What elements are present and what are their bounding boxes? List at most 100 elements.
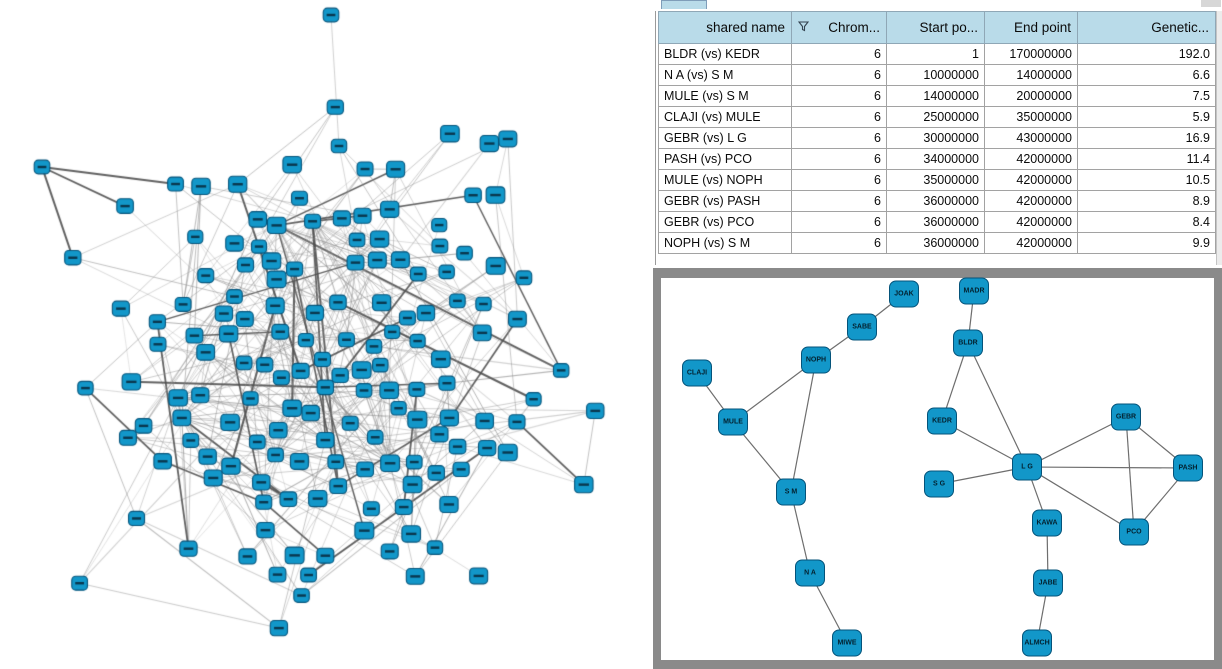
node-pco[interactable]: PCO: [1119, 518, 1149, 546]
edge-L-G-PCO[interactable]: [1026, 466, 1135, 533]
column-header-chromosome[interactable]: Chrom...: [791, 11, 887, 44]
column-header-start-point[interactable]: Start po...: [886, 11, 985, 44]
table-tab-chip[interactable]: [661, 0, 707, 9]
table-row[interactable]: GEBR (vs) L G 6 30000000 43000000 16.9: [658, 127, 1216, 149]
edge-GEBR-PCO[interactable]: [1125, 416, 1135, 533]
table-row[interactable]: PASH (vs) PCO 6 34000000 42000000 11.4: [658, 148, 1216, 170]
table-top-strip: [655, 0, 1222, 11]
cell-shared-name[interactable]: MULE (vs) NOPH: [658, 169, 792, 191]
cell-end-point[interactable]: 35000000: [984, 106, 1078, 128]
node-noph[interactable]: NOPH: [801, 346, 831, 374]
cell-chromosome[interactable]: 6: [791, 190, 887, 212]
cell-genetic-distance[interactable]: 8.4: [1077, 211, 1216, 233]
cell-start-point[interactable]: 36000000: [886, 211, 985, 233]
edge-L-G-PASH[interactable]: [1026, 466, 1189, 469]
column-header-end-point[interactable]: End point: [984, 11, 1078, 44]
cell-chromosome[interactable]: 6: [791, 169, 887, 191]
table-row[interactable]: NOPH (vs) S M 6 36000000 42000000 9.9: [658, 232, 1216, 254]
cell-end-point[interactable]: 170000000: [984, 43, 1078, 65]
cell-shared-name[interactable]: GEBR (vs) PCO: [658, 211, 792, 233]
cell-chromosome[interactable]: 6: [791, 232, 887, 254]
cell-end-point[interactable]: 42000000: [984, 190, 1078, 212]
table-row[interactable]: CLAJI (vs) MULE 6 25000000 35000000 5.9: [658, 106, 1216, 128]
column-label: Chrom...: [828, 20, 880, 35]
cell-chromosome[interactable]: 6: [791, 43, 887, 65]
cell-chromosome[interactable]: 6: [791, 148, 887, 170]
cell-genetic-distance[interactable]: 7.5: [1077, 85, 1216, 107]
node-joak[interactable]: JOAK: [889, 280, 919, 308]
cell-genetic-distance[interactable]: 9.9: [1077, 232, 1216, 254]
cell-start-point[interactable]: 36000000: [886, 190, 985, 212]
cell-start-point[interactable]: 25000000: [886, 106, 985, 128]
cell-end-point[interactable]: 42000000: [984, 148, 1078, 170]
node-l-g[interactable]: L G: [1012, 453, 1042, 481]
table-row[interactable]: MULE (vs) S M 6 14000000 20000000 7.5: [658, 85, 1216, 107]
edge-attribute-table: shared name Chrom... Start po...: [658, 11, 1216, 254]
node-sabe[interactable]: SABE: [847, 313, 877, 341]
node-kawa[interactable]: KAWA: [1032, 509, 1062, 537]
table-panel: shared name Chrom... Start po...: [655, 0, 1222, 267]
cell-shared-name[interactable]: NOPH (vs) S M: [658, 232, 792, 254]
node-claji[interactable]: CLAJI: [682, 359, 712, 387]
edge-L-G-GEBR[interactable]: [1026, 416, 1127, 468]
table-row[interactable]: N A (vs) S M 6 10000000 14000000 6.6: [658, 64, 1216, 86]
cell-shared-name[interactable]: GEBR (vs) PASH: [658, 190, 792, 212]
cell-shared-name[interactable]: GEBR (vs) L G: [658, 127, 792, 149]
node-miwe[interactable]: MIWE: [832, 629, 862, 657]
cell-shared-name[interactable]: N A (vs) S M: [658, 64, 792, 86]
cell-chromosome[interactable]: 6: [791, 64, 887, 86]
cell-genetic-distance[interactable]: 16.9: [1077, 127, 1216, 149]
cell-end-point[interactable]: 42000000: [984, 232, 1078, 254]
cell-genetic-distance[interactable]: 5.9: [1077, 106, 1216, 128]
cell-start-point[interactable]: 10000000: [886, 64, 985, 86]
node-n-a[interactable]: N A: [795, 559, 825, 587]
table-row[interactable]: MULE (vs) NOPH 6 35000000 42000000 10.5: [658, 169, 1216, 191]
cell-chromosome[interactable]: 6: [791, 211, 887, 233]
node-bldr[interactable]: BLDR: [953, 329, 983, 357]
node-pash[interactable]: PASH: [1173, 454, 1203, 482]
cell-shared-name[interactable]: PASH (vs) PCO: [658, 148, 792, 170]
node-madr[interactable]: MADR: [959, 277, 989, 305]
node-kedr[interactable]: KEDR: [927, 407, 957, 435]
cell-end-point[interactable]: 43000000: [984, 127, 1078, 149]
cell-genetic-distance[interactable]: 11.4: [1077, 148, 1216, 170]
cell-end-point[interactable]: 20000000: [984, 85, 1078, 107]
column-header-shared-name[interactable]: shared name: [658, 11, 792, 44]
cell-start-point[interactable]: 30000000: [886, 127, 985, 149]
node-mule[interactable]: MULE: [718, 408, 748, 436]
cell-chromosome[interactable]: 6: [791, 127, 887, 149]
cell-start-point[interactable]: 36000000: [886, 232, 985, 254]
secondary-network-canvas[interactable]: JOAK MADR SABE BLDR NOPH CLAJI KEDR GEBR MULE L G…: [661, 277, 1214, 660]
cell-shared-name[interactable]: CLAJI (vs) MULE: [658, 106, 792, 128]
edge-BLDR-L-G[interactable]: [967, 342, 1028, 468]
table-row[interactable]: GEBR (vs) PCO 6 36000000 42000000 8.4: [658, 211, 1216, 233]
edge-NOPH-S-M[interactable]: [790, 359, 817, 493]
cell-end-point[interactable]: 14000000: [984, 64, 1078, 86]
table-scrollbar[interactable]: [1216, 11, 1222, 265]
cell-chromosome[interactable]: 6: [791, 106, 887, 128]
table-row[interactable]: BLDR (vs) KEDR 6 1 170000000 192.0: [658, 43, 1216, 65]
cell-start-point[interactable]: 35000000: [886, 169, 985, 191]
main-network-canvas[interactable]: [0, 0, 655, 669]
cell-genetic-distance[interactable]: 10.5: [1077, 169, 1216, 191]
node-s-m[interactable]: S M: [776, 478, 806, 506]
cell-start-point[interactable]: 14000000: [886, 85, 985, 107]
node-almch[interactable]: ALMCH: [1022, 629, 1052, 657]
cell-genetic-distance[interactable]: 6.6: [1077, 64, 1216, 86]
cell-genetic-distance[interactable]: 8.9: [1077, 190, 1216, 212]
node-jabe[interactable]: JABE: [1033, 569, 1063, 597]
cell-start-point[interactable]: 34000000: [886, 148, 985, 170]
cell-shared-name[interactable]: MULE (vs) S M: [658, 85, 792, 107]
filter-icon[interactable]: [797, 20, 810, 35]
cell-shared-name[interactable]: BLDR (vs) KEDR: [658, 43, 792, 65]
cell-genetic-distance[interactable]: 192.0: [1077, 43, 1216, 65]
table-row[interactable]: GEBR (vs) PASH 6 36000000 42000000 8.9: [658, 190, 1216, 212]
node-gebr[interactable]: GEBR: [1111, 403, 1141, 431]
cell-end-point[interactable]: 42000000: [984, 169, 1078, 191]
cell-end-point[interactable]: 42000000: [984, 211, 1078, 233]
column-header-genetic-distance[interactable]: Genetic...: [1077, 11, 1216, 44]
cell-start-point[interactable]: 1: [886, 43, 985, 65]
cell-chromosome[interactable]: 6: [791, 85, 887, 107]
node-s-g[interactable]: S G: [924, 470, 954, 498]
